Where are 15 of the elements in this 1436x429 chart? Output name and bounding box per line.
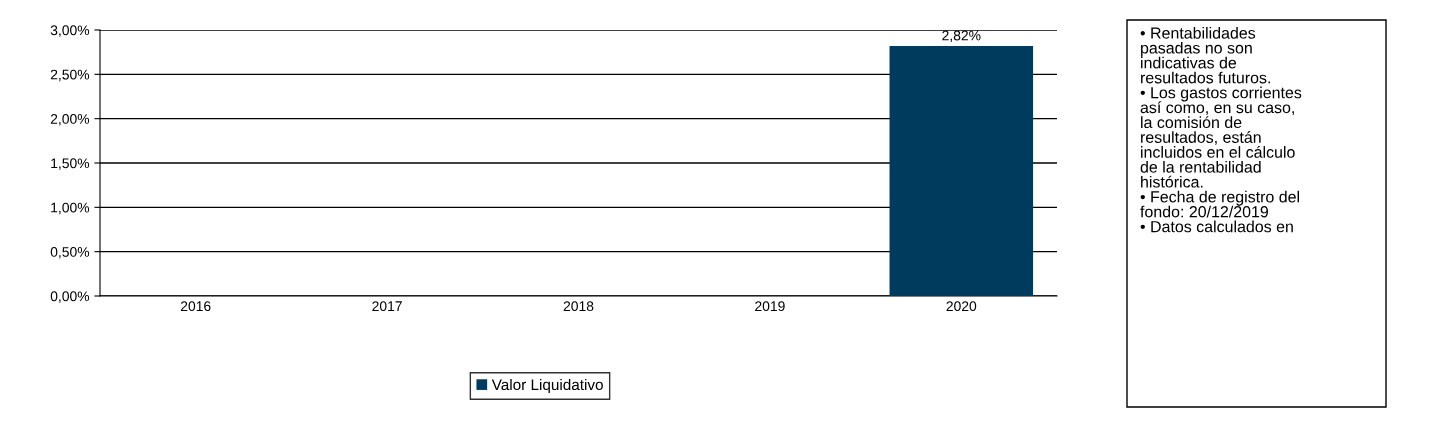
y-tick-label: 3,00% bbox=[50, 25, 90, 37]
data-label: 2,82% bbox=[942, 30, 981, 43]
x-tick-label: 2018 bbox=[563, 301, 594, 312]
legend-label: Valor Liquidativo bbox=[491, 378, 603, 394]
y-tick-label: 1,00% bbox=[51, 202, 90, 215]
y-tick-label: 0,00% bbox=[50, 291, 90, 303]
y-tick-label: 2,00% bbox=[50, 114, 90, 126]
text: • Rentabilidades pasadas no son indicativas de resultados futuros. • Los gastos corrientes así como, en su caso, la comisión de resultados, están incluidos en el cálculo de la rentabilidad histórica. • Fecha de registro del fondo: 20/12/2019 • Datos calculados en bbox=[1140, 27, 1302, 233]
x-tick-label: 2017 bbox=[372, 301, 402, 312]
y-tick-label: 1,50% bbox=[51, 158, 90, 170]
y-tick-label: 0,50% bbox=[50, 247, 90, 259]
x-tick-label: 2019 bbox=[755, 301, 785, 312]
y-tick-label: 2,50% bbox=[50, 69, 90, 82]
x-tick-label: 2016 bbox=[180, 301, 211, 312]
x-tick-label: 2020 bbox=[946, 301, 977, 312]
